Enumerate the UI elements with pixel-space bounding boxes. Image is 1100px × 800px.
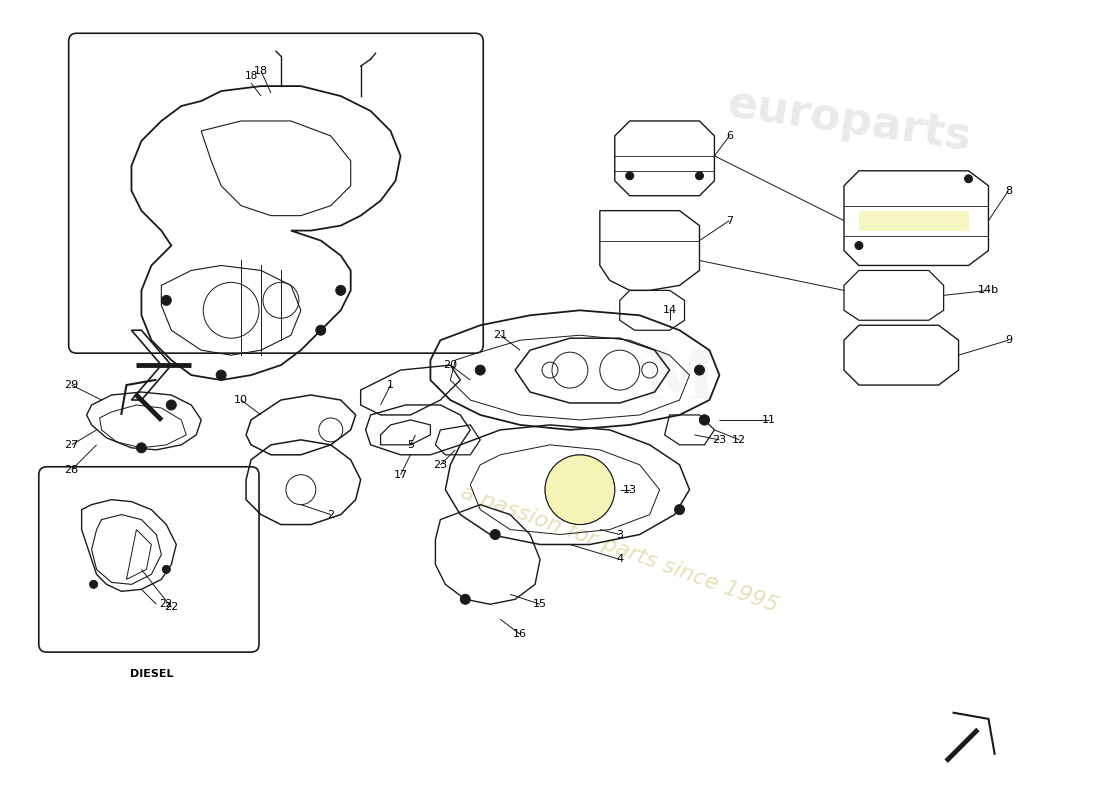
Circle shape — [166, 400, 176, 410]
Polygon shape — [859, 210, 968, 230]
Text: 29: 29 — [65, 380, 79, 390]
Text: 23: 23 — [433, 460, 448, 470]
Text: 13: 13 — [623, 485, 637, 494]
Text: M: M — [642, 347, 716, 413]
Circle shape — [162, 295, 172, 306]
Circle shape — [460, 594, 471, 604]
Circle shape — [475, 365, 485, 375]
Text: 7: 7 — [726, 216, 733, 226]
Text: 18: 18 — [254, 66, 268, 76]
Circle shape — [491, 530, 501, 539]
Circle shape — [544, 455, 615, 525]
Circle shape — [336, 286, 345, 295]
Circle shape — [163, 566, 170, 574]
Text: 22: 22 — [164, 602, 178, 612]
Text: 5: 5 — [407, 440, 414, 450]
Text: 6: 6 — [726, 131, 733, 141]
Circle shape — [700, 415, 710, 425]
Text: 16: 16 — [513, 629, 527, 639]
Text: 2: 2 — [327, 510, 334, 520]
Text: 14: 14 — [662, 306, 676, 315]
Text: a passion for parts since 1995: a passion for parts since 1995 — [459, 482, 781, 616]
Text: 22: 22 — [160, 599, 173, 610]
Text: 18: 18 — [244, 71, 257, 81]
Text: 23: 23 — [713, 435, 726, 445]
Text: 15: 15 — [534, 599, 547, 610]
FancyBboxPatch shape — [39, 466, 258, 652]
Circle shape — [694, 365, 704, 375]
Text: 27: 27 — [65, 440, 79, 450]
Circle shape — [965, 174, 972, 182]
Text: 21: 21 — [493, 330, 507, 340]
Circle shape — [695, 172, 704, 180]
Circle shape — [316, 326, 326, 335]
Circle shape — [626, 172, 634, 180]
FancyBboxPatch shape — [68, 34, 483, 353]
Circle shape — [136, 443, 146, 453]
Circle shape — [217, 370, 227, 380]
Text: 10: 10 — [234, 395, 249, 405]
Text: 14b: 14b — [978, 286, 999, 295]
Text: 28: 28 — [65, 465, 79, 474]
Text: 8: 8 — [1004, 186, 1012, 196]
Circle shape — [700, 415, 710, 425]
Circle shape — [855, 242, 862, 250]
Circle shape — [674, 505, 684, 514]
Text: 11: 11 — [762, 415, 777, 425]
Text: 20: 20 — [443, 360, 458, 370]
Text: DIESEL: DIESEL — [130, 669, 173, 679]
Text: 1: 1 — [387, 380, 394, 390]
Text: 3: 3 — [616, 530, 624, 539]
Text: 17: 17 — [394, 470, 408, 480]
Text: 4: 4 — [616, 554, 624, 565]
Circle shape — [89, 580, 98, 588]
Text: 9: 9 — [1004, 335, 1012, 346]
Text: europarts: europarts — [724, 82, 974, 159]
Text: 12: 12 — [733, 435, 747, 445]
